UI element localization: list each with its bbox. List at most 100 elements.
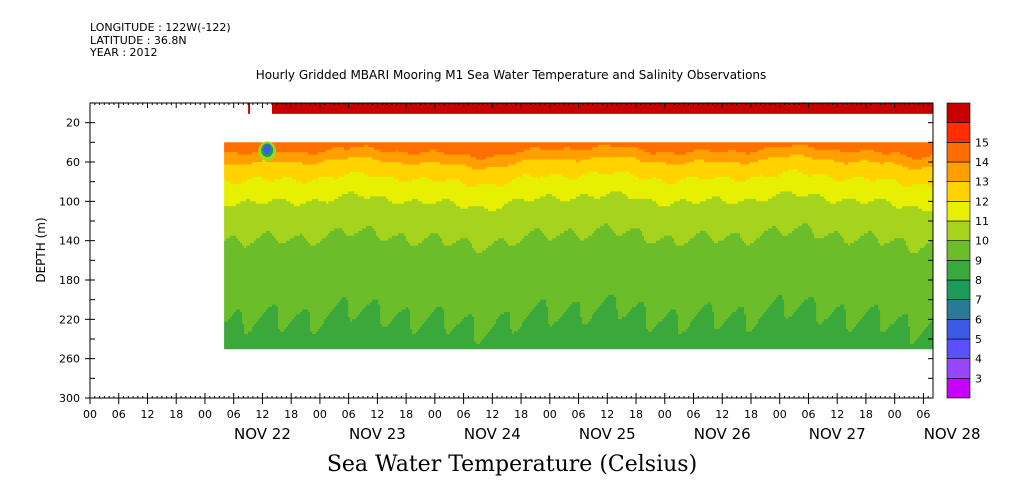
heatmap-cell — [250, 257, 253, 261]
heatmap-cell — [232, 235, 235, 239]
heatmap-cell — [226, 181, 229, 185]
heatmap-cell — [226, 339, 229, 342]
heatmap-cell — [262, 309, 265, 313]
heatmap-cell — [260, 211, 263, 215]
heatmap-cell — [234, 181, 237, 185]
heatmap-cell — [268, 309, 271, 313]
heatmap-cell — [272, 189, 275, 192]
heatmap-cell — [240, 174, 243, 178]
heatmap-cell — [248, 252, 251, 256]
heatmap-cell — [264, 201, 267, 205]
heatmap-cell — [250, 334, 253, 337]
heatmap-cell — [242, 245, 245, 249]
heatmap-cell — [258, 260, 261, 264]
heatmap-cell — [266, 201, 269, 205]
heatmap-cell — [228, 230, 231, 234]
heatmap-cell — [238, 289, 241, 293]
heatmap-cell — [224, 280, 227, 283]
heatmap-cell — [228, 225, 231, 229]
heatmap-cell — [266, 228, 269, 232]
heatmap-cell — [266, 341, 269, 345]
heatmap-cell — [272, 201, 275, 205]
heatmap-cell — [246, 223, 249, 227]
heatmap-cell — [238, 174, 241, 178]
heatmap-cell — [246, 201, 249, 205]
heatmap-cell — [236, 262, 239, 266]
heatmap-cell — [236, 159, 239, 163]
heatmap-cell — [254, 252, 257, 256]
heatmap-cell — [224, 221, 227, 224]
heatmap-cell — [270, 193, 273, 197]
heatmap-cell — [270, 245, 273, 249]
heatmap-cell — [250, 198, 253, 202]
heatmap-cell — [254, 181, 257, 185]
heatmap-cell — [246, 147, 249, 151]
heatmap-cell — [228, 176, 231, 180]
heatmap-cell — [228, 262, 231, 266]
heatmap-cell — [268, 304, 271, 308]
heatmap-cell — [226, 294, 229, 298]
heatmap-cell — [256, 198, 259, 202]
heatmap-cell — [246, 225, 249, 229]
heatmap-cell — [252, 144, 255, 148]
heatmap-cell — [240, 272, 243, 276]
heatmap-cell — [238, 218, 241, 222]
heatmap-cell — [236, 225, 239, 229]
heatmap-cell — [276, 193, 279, 197]
heatmap-cell — [272, 228, 275, 232]
heatmap-cell — [240, 255, 243, 259]
heatmap-cell — [242, 277, 245, 281]
heatmap-cell — [260, 203, 263, 207]
heatmap-cell — [252, 289, 255, 293]
heatmap-cell — [260, 243, 263, 246]
heatmap-cell — [270, 191, 273, 195]
heatmap-cell — [248, 334, 251, 337]
year-label: YEAR : 2012 — [90, 46, 231, 60]
heatmap-cell — [262, 203, 265, 207]
heatmap-cell — [242, 334, 245, 337]
heatmap-cell — [224, 169, 227, 173]
heatmap-cell — [274, 171, 277, 175]
heatmap-cell — [272, 272, 275, 276]
heatmap-cell — [224, 316, 227, 320]
heatmap-cell — [252, 181, 255, 185]
heatmap-cell — [238, 186, 241, 190]
heatmap-cell — [258, 166, 261, 170]
heatmap-cell — [252, 277, 255, 281]
heatmap-cell — [264, 321, 267, 325]
heatmap-cell — [252, 346, 255, 350]
heatmap-cell — [268, 203, 271, 207]
heatmap-cell — [224, 277, 227, 281]
heatmap-cell — [250, 311, 253, 315]
heatmap-cell — [260, 206, 263, 210]
heatmap-cell — [262, 321, 265, 325]
heatmap-cell — [274, 252, 277, 256]
heatmap-cell — [254, 294, 257, 298]
heatmap-cell — [258, 225, 261, 229]
heatmap-cell — [268, 162, 271, 165]
heatmap-cell — [238, 311, 241, 315]
heatmap-cell — [248, 284, 251, 288]
heatmap-cell — [226, 221, 229, 224]
heatmap-cell — [264, 208, 267, 212]
heatmap-cell — [230, 221, 233, 224]
heatmap-cell — [258, 267, 261, 271]
heatmap-cell — [258, 262, 261, 266]
heatmap-cell — [232, 191, 235, 195]
heatmap-cell — [250, 218, 253, 222]
heatmap-cell — [236, 154, 239, 158]
heatmap-cell — [258, 343, 261, 347]
heatmap-cell — [266, 213, 269, 217]
heatmap-cell — [266, 250, 269, 254]
heatmap-cell — [236, 174, 239, 178]
heatmap-cell — [234, 240, 237, 244]
heatmap-cell — [240, 221, 243, 224]
heatmap-cell — [242, 198, 245, 202]
heatmap-cell — [240, 334, 243, 337]
heatmap-cell — [276, 144, 279, 148]
heatmap-cell — [262, 316, 265, 320]
heatmap-cell — [234, 341, 237, 345]
heatmap-cell — [260, 336, 263, 340]
heatmap-cell — [224, 218, 227, 222]
heatmap-cell — [266, 186, 269, 190]
